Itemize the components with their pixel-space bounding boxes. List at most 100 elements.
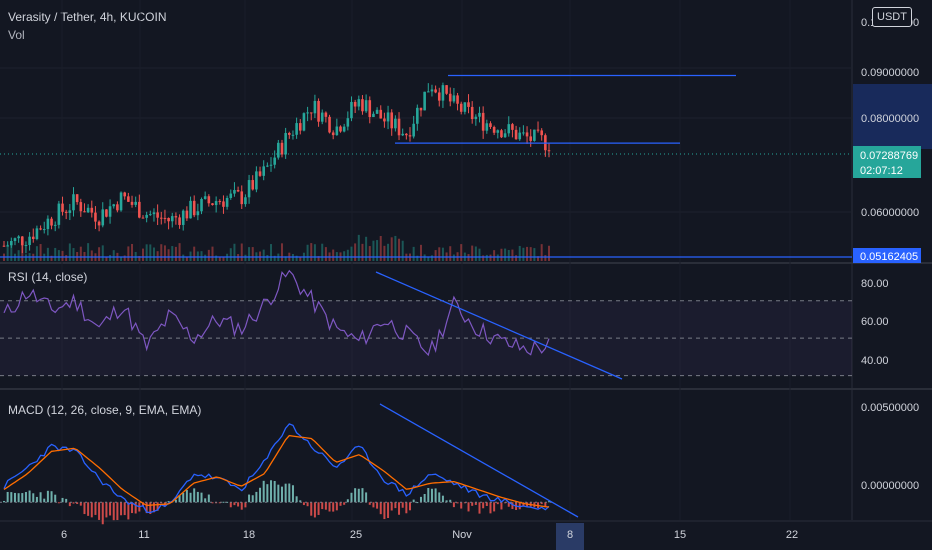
macd-histogram-bar — [17, 493, 20, 503]
macd-histogram-bar — [310, 502, 313, 516]
candle-body — [459, 103, 463, 112]
candle-body — [222, 201, 225, 207]
volume-bar — [350, 246, 353, 261]
volume-bar — [200, 251, 203, 261]
time-tick-label: 11 — [138, 529, 149, 541]
volume-bar — [419, 244, 422, 261]
rsi-line — [3, 269, 550, 357]
macd-histogram-bar — [21, 493, 24, 503]
macd-histogram-bar — [434, 488, 437, 503]
volume-bar — [434, 250, 437, 261]
macd-histogram-bar — [240, 502, 243, 510]
candle-body — [240, 191, 244, 205]
macd-histogram-bar — [313, 502, 316, 518]
macd-histogram-bar — [522, 502, 525, 507]
volume-bar — [211, 246, 214, 261]
candle-body — [258, 171, 262, 176]
volume-bar — [178, 243, 181, 261]
macd-histogram-bar — [270, 480, 273, 503]
candle-body — [10, 241, 13, 246]
volume-bar — [441, 247, 444, 261]
candle-body — [116, 204, 119, 211]
macd-histogram-bar — [277, 484, 280, 503]
macd-histogram-bar — [317, 502, 320, 515]
macd-histogram-bar — [35, 496, 38, 503]
candle-body — [86, 207, 90, 213]
macd-histogram-bar — [390, 502, 393, 511]
volume-bar — [273, 255, 276, 261]
candle-body — [364, 100, 368, 112]
macd-histogram-bar — [65, 498, 68, 503]
candle-body — [386, 112, 390, 122]
macd-histogram-bar — [332, 502, 335, 512]
volume-bar — [317, 256, 320, 261]
candle-body — [529, 136, 533, 141]
rsi-title: RSI (14, close) — [8, 270, 87, 284]
volume-bar — [522, 247, 525, 261]
volume-bar — [10, 246, 13, 261]
macd-histogram-bar — [134, 502, 137, 514]
volume-bar — [167, 249, 170, 261]
candle-body — [489, 123, 492, 127]
macd-histogram-bar — [167, 501, 170, 503]
volume-bar — [6, 244, 9, 261]
macd-histogram-bar — [185, 490, 188, 503]
candle-body — [200, 198, 203, 212]
volume-bar — [54, 247, 57, 261]
macd-histogram-bar — [372, 502, 375, 508]
candle-body — [525, 132, 529, 137]
candle-body — [20, 236, 24, 246]
candle-body — [500, 130, 503, 138]
candle-body — [218, 201, 222, 203]
candle-body — [28, 236, 31, 246]
macd-histogram-bar — [427, 488, 430, 503]
candle-body — [298, 123, 302, 131]
volume-bar — [259, 251, 262, 261]
time-tick-label: 6 — [61, 529, 67, 541]
volume-bar — [529, 247, 532, 261]
currency-button[interactable]: USDT — [872, 7, 912, 27]
volume-bar — [372, 240, 375, 261]
macd-histogram-bar — [460, 502, 463, 509]
macd-histogram-bar — [262, 480, 265, 503]
macd-histogram-bar — [10, 492, 13, 503]
macd-histogram-bar — [474, 502, 477, 505]
macd-title: MACD (12, 26, close, 9, EMA, EMA) — [8, 403, 201, 417]
candle-body — [6, 245, 9, 247]
volume-bar — [174, 246, 177, 261]
macd-histogram-bar — [123, 502, 126, 516]
volume-bar — [544, 255, 547, 261]
volume-bar — [324, 247, 327, 261]
candle-body — [105, 209, 108, 217]
macd-histogram-bar — [387, 502, 390, 519]
volume-bar — [354, 243, 357, 261]
macd-histogram-bar — [229, 502, 232, 508]
rsi-tick-label: 80.00 — [861, 278, 889, 290]
volume-bar — [141, 248, 144, 261]
price-range-highlight — [853, 84, 932, 149]
candle-body — [178, 217, 181, 225]
candle-body — [170, 216, 174, 222]
macd-histogram-bar — [376, 502, 379, 509]
volume-bar — [222, 256, 225, 261]
candle-body — [514, 129, 518, 140]
candle-body — [423, 91, 426, 111]
candle-body — [266, 165, 269, 167]
volume-bar — [478, 248, 481, 261]
candle-body — [255, 171, 258, 190]
candle-body — [467, 102, 470, 107]
volume-bar — [120, 256, 123, 261]
volume-bar — [474, 246, 477, 261]
candle-body — [149, 214, 152, 216]
macd-histogram-bar — [419, 496, 422, 503]
macd-histogram-bar — [405, 502, 408, 514]
macd-histogram-bar — [207, 494, 210, 503]
volume-bar — [196, 251, 199, 261]
macd-tick-label: 0.00000000 — [861, 480, 919, 492]
macd-histogram-bar — [467, 502, 470, 512]
macd-histogram-bar — [365, 492, 368, 503]
volume-bar — [507, 249, 510, 261]
time-tick-label: 22 — [786, 529, 798, 541]
candle-body — [236, 190, 240, 192]
time-tick-label: Nov — [452, 529, 472, 541]
